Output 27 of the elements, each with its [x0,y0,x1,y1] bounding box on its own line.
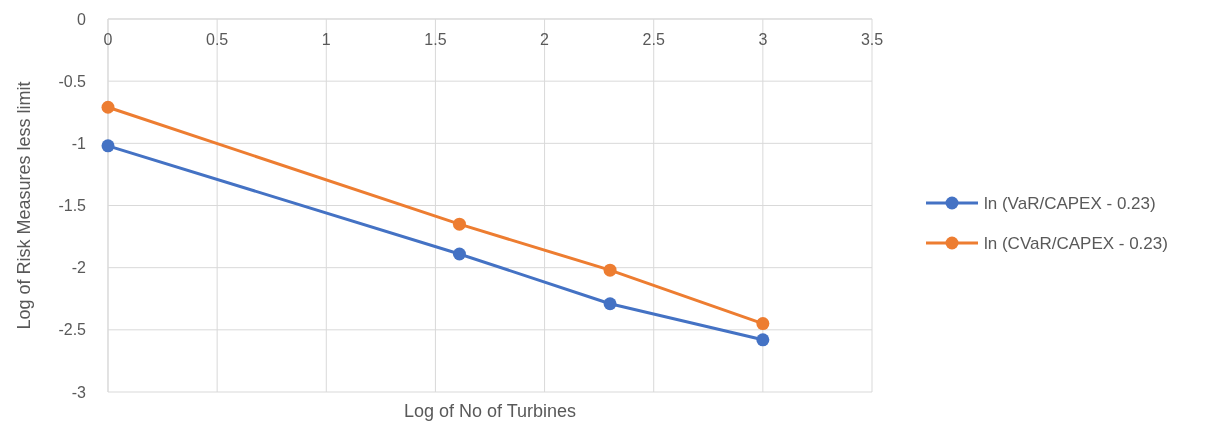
point [603,263,617,277]
x-tick-label: 1.5 [424,31,447,48]
x-tick-label: 3 [758,31,768,48]
point [603,297,617,311]
y-tick-label: -1 [71,134,87,152]
point [452,217,466,231]
point [452,247,466,261]
point [756,333,770,347]
x-tick-label: 1 [321,31,331,48]
x-tick-label: 3.5 [860,31,884,48]
x-tick-label: 2.5 [642,31,665,48]
y-tick-label: -2 [71,259,87,277]
y-tick-label: -1.5 [58,197,87,215]
x-tick-label: 2 [540,31,550,48]
y-tick-label: -3 [71,383,87,401]
point [101,100,115,114]
point [756,317,770,331]
legend-label: ln (CVaR/CAPEX - 0.23) [984,233,1168,253]
y-tick-label: 0 [77,10,87,28]
y-tick-label: -0.5 [58,72,87,90]
y-tick-label: -2.5 [58,321,87,339]
y-axis-title: Log of Risk Measures less limit [14,81,34,330]
x-tick-label: 0 [103,31,113,48]
point [101,139,115,153]
legend-label: ln (VaR/CAPEX - 0.23) [984,193,1156,213]
x-tick-label: 0.5 [206,31,229,48]
x-axis-title: Log of No of Turbines [403,401,577,421]
